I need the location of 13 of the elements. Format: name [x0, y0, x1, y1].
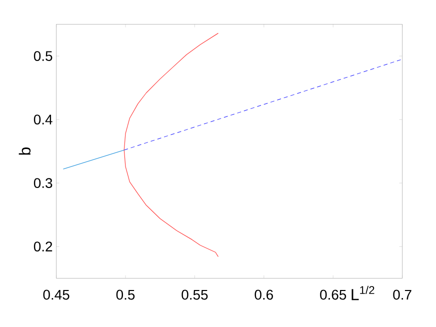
- y-tick-label: 0.5: [34, 51, 52, 61]
- x-tick-label: 0.45: [43, 290, 70, 300]
- x-tick-label: 0.7: [393, 290, 412, 300]
- x-axis-title: L$^{1/2}$: [352, 286, 374, 300]
- x-tick-label: 0.65: [320, 290, 346, 300]
- line-series: [124, 32, 219, 258]
- y-tick-label: 0.2: [34, 242, 52, 252]
- x-tick-label: 0.5: [116, 290, 135, 300]
- y-tick-label: 0.4: [34, 114, 52, 124]
- x-tick-label: 0.6: [254, 290, 273, 300]
- y-axis-title: b: [18, 148, 31, 155]
- y-tick-label: 0.3: [34, 178, 52, 188]
- x-tick-label: 0.55: [182, 290, 208, 300]
